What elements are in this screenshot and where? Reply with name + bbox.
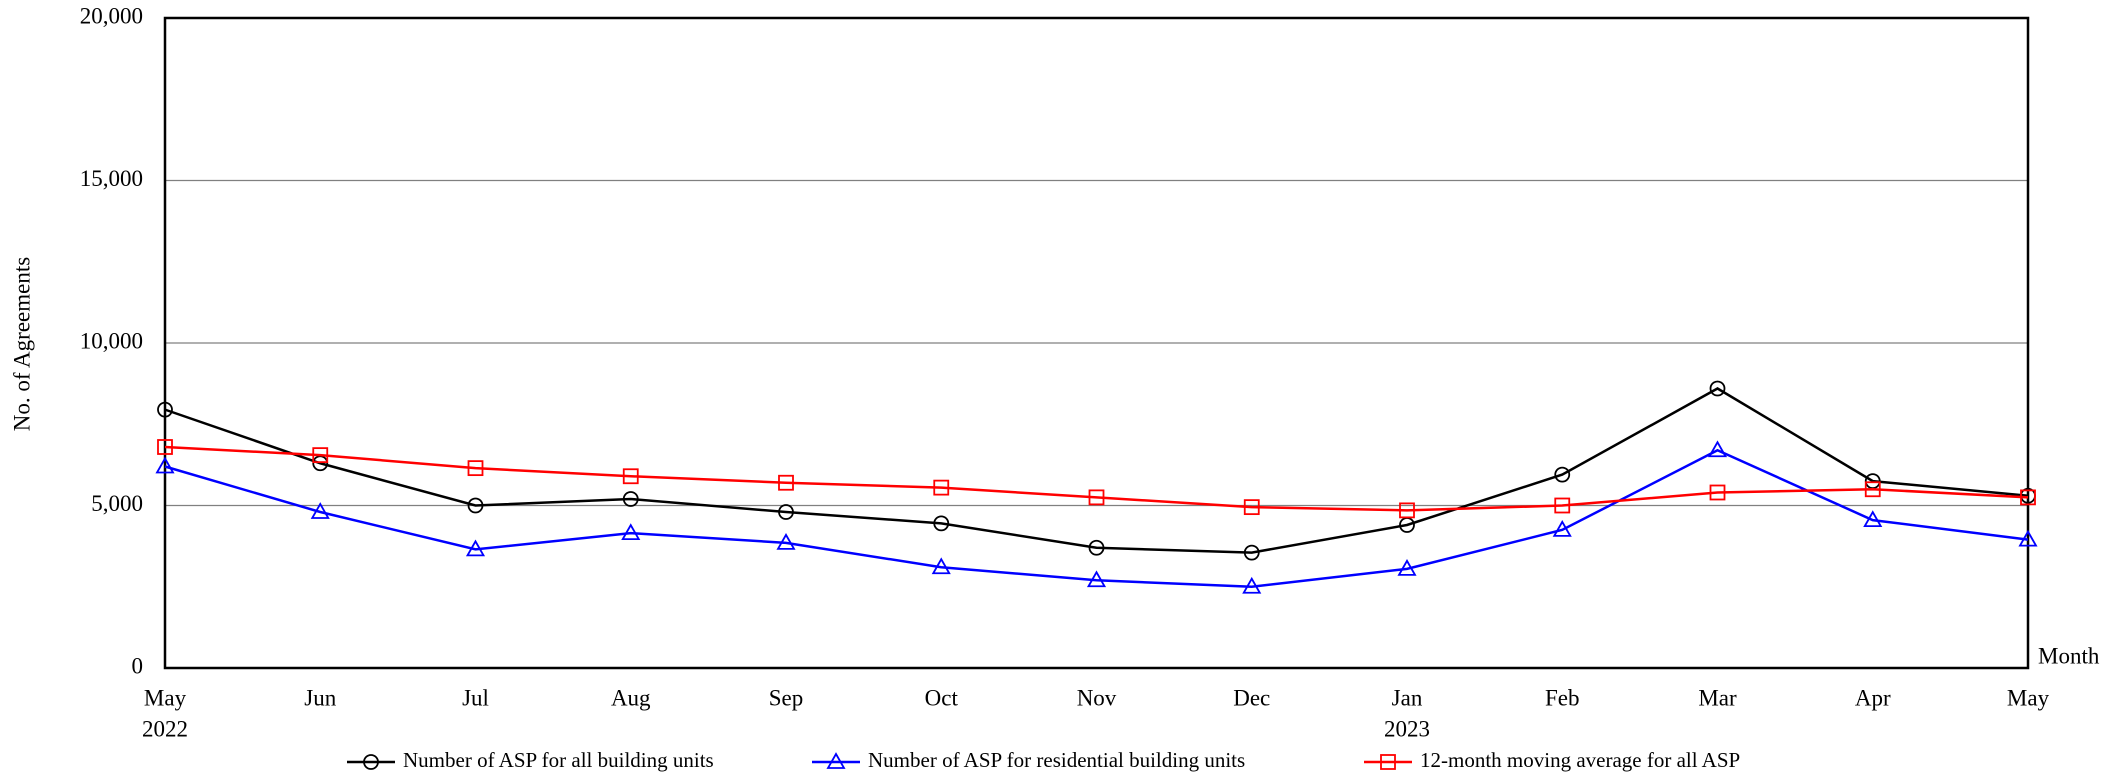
data-point [1552, 520, 1572, 537]
x-tick-label: Dec [1233, 685, 1270, 710]
x-tick-label: Jul [462, 685, 489, 710]
legend-item: Number of ASP for all building units [347, 748, 714, 772]
data-point [1242, 576, 1262, 594]
legend-marker [826, 752, 846, 769]
data-point [2018, 529, 2038, 547]
x-year-label: 2023 [1384, 716, 1430, 741]
data-point [467, 460, 484, 477]
x-year-label: 2022 [142, 716, 188, 741]
data-point [1863, 510, 1883, 528]
y-tick-label: 0 [132, 653, 144, 678]
legend-label: 12-month moving average for all ASP [1420, 748, 1740, 772]
data-point [622, 468, 639, 485]
data-point [157, 439, 173, 455]
legend-marker [363, 754, 379, 770]
plot-frame [163, 16, 2030, 670]
data-point [157, 401, 173, 418]
data-point [1397, 559, 1417, 576]
data-point [312, 447, 329, 464]
x-tick-label: Oct [925, 685, 959, 710]
data-point [931, 557, 951, 575]
legend-marker [1380, 754, 1396, 770]
x-tick-label: May [144, 685, 187, 710]
data-point [1554, 466, 1571, 483]
data-point [310, 502, 330, 519]
data-point [622, 491, 639, 507]
data-point [1864, 481, 1881, 498]
data-point [1709, 380, 1726, 397]
x-tick-label: Mar [1698, 685, 1737, 710]
legend-label: Number of ASP for residential building u… [868, 748, 1245, 772]
data-point [1086, 570, 1107, 588]
data-point [1243, 499, 1260, 516]
y-tick-label: 5,000 [91, 491, 143, 516]
data-point [778, 474, 794, 491]
x-tick-label: Nov [1077, 685, 1117, 710]
x-tick-label: Jun [304, 685, 336, 710]
legend-item: 12-month moving average for all ASP [1364, 748, 1740, 772]
data-point [1707, 440, 1728, 458]
y-tick-label: 10,000 [80, 328, 143, 353]
data-point [776, 533, 796, 550]
series-line [164, 387, 2029, 554]
data-point [778, 504, 794, 520]
legend-label: Number of ASP for all building units [403, 748, 714, 772]
x-tick-label: May [2007, 685, 2050, 710]
x-tick-label: Apr [1855, 685, 1891, 710]
data-point [155, 456, 175, 474]
x-axis-title: Month [2038, 643, 2100, 668]
data-point [2020, 489, 2036, 506]
x-tick-label: Feb [1545, 685, 1580, 710]
series-line [164, 445, 2029, 512]
x-tick-label: Jan [1392, 685, 1423, 710]
series-line [164, 448, 2029, 589]
x-tick-label: Sep [769, 685, 804, 710]
data-point [1399, 502, 1415, 519]
y-axis-title: No. of Agreements [9, 257, 34, 431]
x-tick-label: Aug [611, 685, 651, 710]
y-tick-label: 15,000 [80, 166, 143, 191]
data-point [1088, 539, 1105, 556]
y-tick-label: 20,000 [80, 3, 143, 28]
legend-item: Number of ASP for residential building u… [812, 748, 1245, 772]
data-point [1243, 544, 1260, 561]
data-point [1088, 489, 1105, 506]
data-point [1709, 484, 1726, 501]
data-point [465, 539, 486, 557]
data-point [1554, 497, 1571, 514]
data-point [933, 479, 950, 496]
data-point [467, 497, 484, 514]
data-point [933, 515, 950, 532]
data-point [621, 523, 641, 541]
